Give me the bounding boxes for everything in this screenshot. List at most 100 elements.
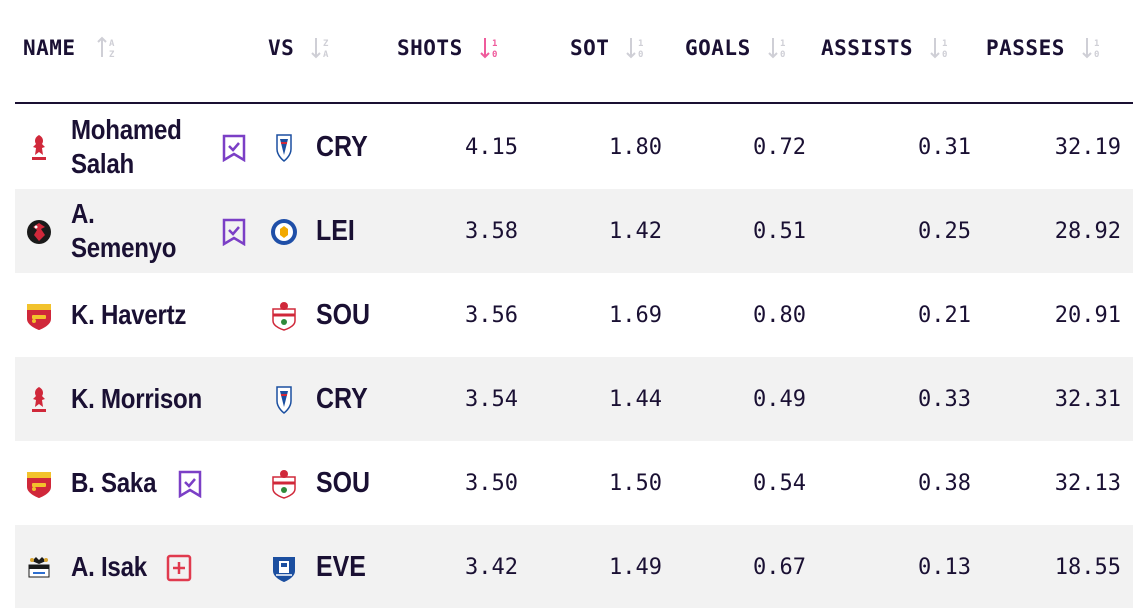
column-header-name[interactable]: NAME A Z	[23, 34, 122, 62]
sot-value: 1.42	[609, 218, 662, 244]
column-header-passes[interactable]: PASSES 1 0	[986, 34, 1107, 62]
opponent-code: EVE	[316, 550, 366, 583]
sort-za-icon: Z A	[310, 35, 336, 61]
svg-text:A: A	[323, 50, 329, 60]
shots-value: 3.56	[465, 302, 518, 328]
goals-value: 0.49	[753, 386, 806, 412]
table-row[interactable]: K. Havertz SOU 3.56 1.69 0.80 0.21 20.91	[15, 273, 1133, 357]
opponent-code: SOU	[316, 466, 371, 499]
add-plus-icon[interactable]	[166, 554, 192, 582]
sot-value: 1.49	[609, 554, 662, 580]
assists-value: 0.25	[918, 218, 971, 244]
arsenal-crest-icon	[27, 472, 51, 498]
sot-value: 1.69	[609, 302, 662, 328]
player-name[interactable]: Mohamed Salah	[71, 114, 182, 179]
passes-value: 32.13	[1054, 470, 1121, 496]
sot-value: 1.80	[609, 134, 662, 160]
crystal-palace-crest-icon	[276, 386, 292, 414]
passes-value: 32.19	[1054, 134, 1121, 160]
svg-text:0: 0	[780, 50, 786, 60]
sort-descending-icon: 1 0	[1081, 35, 1107, 61]
assists-value: 0.21	[918, 302, 971, 328]
shots-value: 4.15	[465, 134, 518, 160]
player-name[interactable]: A. Isak	[71, 551, 147, 582]
everton-crest-icon	[273, 557, 295, 582]
newcastle-crest-icon	[28, 557, 50, 578]
opponent-code: CRY	[316, 382, 368, 415]
shots-value: 3.50	[465, 470, 518, 496]
sort-descending-icon: 1 0	[767, 35, 793, 61]
column-header-assists[interactable]: ASSISTS 1 0	[821, 34, 955, 62]
column-header-vs[interactable]: VS Z A	[268, 34, 336, 62]
player-name[interactable]: A. Semenyo	[71, 198, 177, 263]
southampton-crest-icon	[272, 470, 296, 499]
player-name[interactable]: K. Havertz	[71, 299, 187, 330]
watchlist-check-icon[interactable]	[177, 470, 203, 498]
table-row[interactable]: A. Isak EVE 3.42 1.49 0.67 0.13 18.55	[15, 525, 1133, 608]
table-row[interactable]: B. Saka SOU 3.50 1.50 0.54 0.38 32.13	[15, 441, 1133, 525]
column-header-sot[interactable]: SOT 1 0	[570, 34, 651, 62]
table-row[interactable]: Mohamed Salah CRY 4.15 1.80 0.72 0.31 32…	[15, 105, 1133, 189]
shots-value: 3.58	[465, 218, 518, 244]
goals-value: 0.51	[753, 218, 806, 244]
southampton-crest-icon	[272, 302, 296, 331]
table-row[interactable]: K. Morrison CRY 3.54 1.44 0.49 0.33 32.3…	[15, 357, 1133, 441]
svg-text:0: 0	[638, 50, 644, 60]
assists-value: 0.38	[918, 470, 971, 496]
column-header-assists-label: ASSISTS	[821, 36, 914, 60]
column-header-name-label: NAME	[23, 36, 76, 60]
passes-value: 32.31	[1054, 386, 1121, 412]
column-header-goals-label: GOALS	[685, 36, 751, 60]
svg-text:1: 1	[1094, 39, 1100, 49]
column-header-sot-label: SOT	[570, 36, 610, 60]
liverpool-crest-icon	[32, 387, 46, 412]
assists-value: 0.31	[918, 134, 971, 160]
svg-text:0: 0	[942, 50, 948, 60]
svg-text:0: 0	[492, 50, 498, 60]
column-header-shots[interactable]: SHOTS 1 0	[397, 34, 505, 62]
svg-text:0: 0	[1094, 50, 1100, 60]
svg-text:1: 1	[942, 39, 948, 49]
opponent-code: SOU	[316, 298, 371, 331]
goals-value: 0.67	[753, 554, 806, 580]
player-name[interactable]: K. Morrison	[71, 383, 202, 414]
svg-text:1: 1	[780, 39, 786, 49]
passes-value: 28.92	[1054, 218, 1121, 244]
column-header-goals[interactable]: GOALS 1 0	[685, 34, 793, 62]
watchlist-check-icon[interactable]	[221, 218, 247, 246]
passes-value: 20.91	[1054, 302, 1121, 328]
column-header-vs-label: VS	[268, 36, 295, 60]
opponent-code: CRY	[316, 130, 368, 163]
table-row[interactable]: A. Semenyo LEI 3.58 1.42 0.51 0.25 28.92	[15, 189, 1133, 273]
shots-value: 3.54	[465, 386, 518, 412]
svg-text:1: 1	[492, 39, 498, 49]
player-name[interactable]: B. Saka	[71, 467, 157, 498]
svg-text:1: 1	[638, 39, 644, 49]
sort-descending-icon: 1 0	[929, 35, 955, 61]
goals-value: 0.54	[753, 470, 806, 496]
sot-value: 1.50	[609, 470, 662, 496]
svg-text:Z: Z	[323, 39, 329, 49]
bournemouth-crest-icon	[27, 220, 51, 244]
arsenal-crest-icon	[27, 304, 51, 330]
sort-descending-active-icon: 1 0	[479, 35, 505, 61]
svg-text:A: A	[109, 39, 115, 49]
assists-value: 0.33	[918, 386, 971, 412]
column-header-passes-label: PASSES	[986, 36, 1065, 60]
passes-value: 18.55	[1054, 554, 1121, 580]
sort-az-icon: A Z	[96, 35, 122, 61]
crystal-palace-crest-icon	[276, 134, 292, 162]
goals-value: 0.72	[753, 134, 806, 160]
shots-value: 3.42	[465, 554, 518, 580]
sot-value: 1.44	[609, 386, 662, 412]
svg-text:Z: Z	[109, 50, 115, 60]
assists-value: 0.13	[918, 554, 971, 580]
opponent-code: LEI	[316, 214, 355, 247]
watchlist-check-icon[interactable]	[221, 134, 247, 162]
goals-value: 0.80	[753, 302, 806, 328]
leicester-crest-icon	[271, 219, 297, 245]
liverpool-crest-icon	[32, 135, 46, 160]
table-header: NAME A Z VS Z A SHOTS	[15, 0, 1133, 104]
column-header-shots-label: SHOTS	[397, 36, 463, 60]
